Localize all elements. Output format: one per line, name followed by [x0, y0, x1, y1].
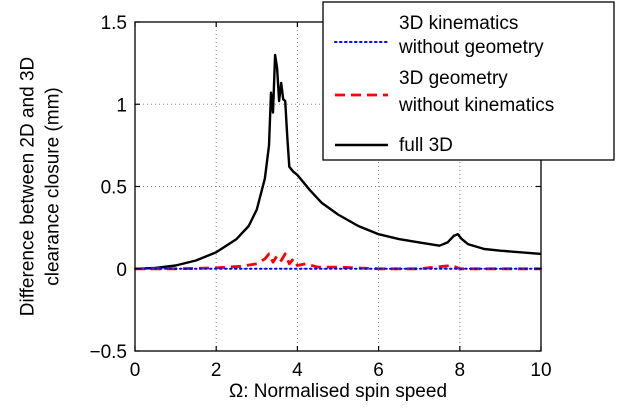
legend-label-2-line-2: without kinematics [398, 95, 554, 116]
x-tick-label: 4 [292, 360, 303, 381]
y-tick-label: −0.5 [89, 342, 127, 363]
series-line-2 [135, 252, 541, 271]
x-tick-label: 2 [211, 360, 222, 381]
series-layer [134, 53, 542, 271]
legend-label-3-line-1: full 3D [399, 135, 453, 156]
legend-label-1-line-1: 3D kinematics [399, 13, 518, 34]
x-tick-label: 10 [530, 360, 551, 381]
y-axis-label-line-2: clearance closure (mm) [43, 87, 64, 286]
legend-items: 3D kinematics without geometry 3D geometry… [334, 13, 554, 156]
x-tick-label: 6 [373, 360, 384, 381]
x-tick-label: 8 [455, 360, 466, 381]
tick-labels: 0 2 4 6 8 10−0.500.511.5 [89, 13, 551, 381]
legend-label-1-line-2: without geometry [398, 37, 544, 58]
y-axis-label: Difference between 2D and 3D clearance c… [18, 57, 64, 316]
legend: 3D kinematics without geometry 3D geometry… [322, 1, 615, 161]
y-axis-label-line-1: Difference between 2D and 3D [18, 57, 39, 316]
series-line-3 [134, 53, 542, 270]
x-axis-label: Ω: Normalised spin speed [229, 381, 447, 402]
y-tick-label: 0.5 [101, 178, 127, 199]
legend-label-2-line-1: 3D geometry [399, 68, 508, 89]
legend-box [322, 1, 615, 161]
y-tick-label: 1 [116, 95, 127, 116]
y-tick-label: 1.5 [101, 13, 127, 34]
y-tick-label: 0 [116, 260, 127, 281]
x-tick-label: 0 [130, 360, 141, 381]
grid [135, 22, 541, 351]
